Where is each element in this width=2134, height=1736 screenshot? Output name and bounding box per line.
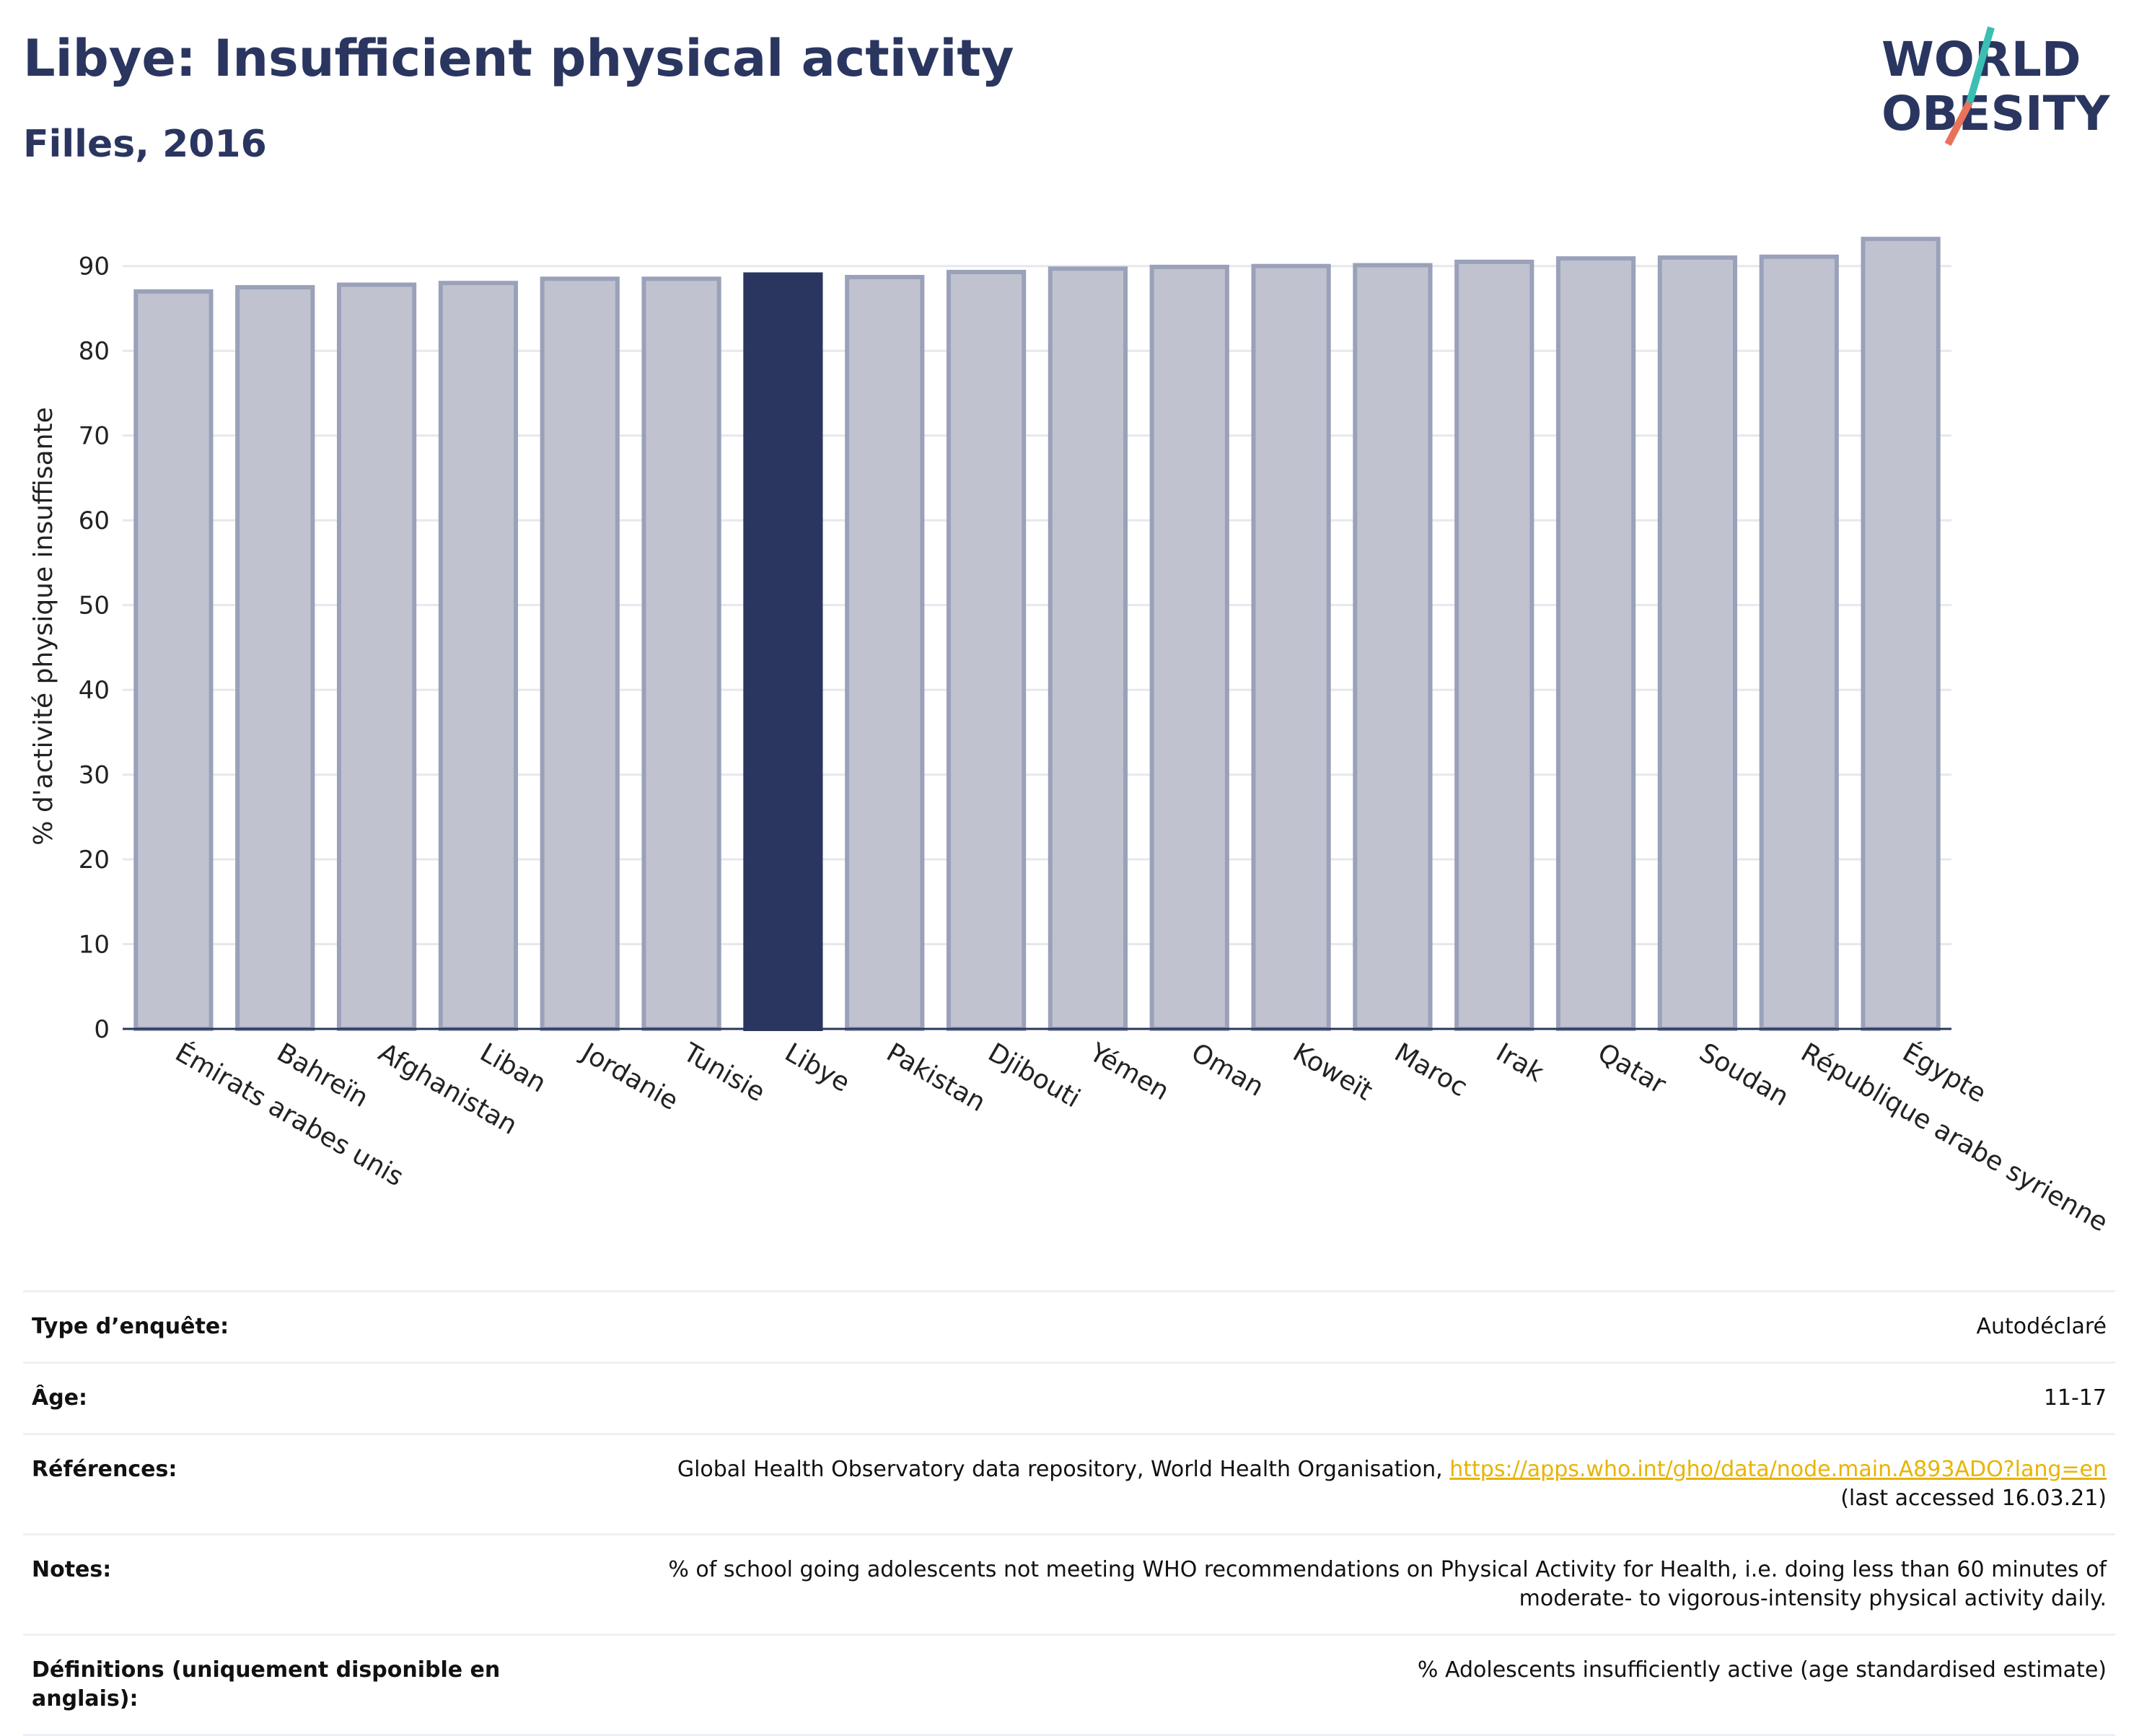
y-tick-label: 20 (79, 846, 110, 874)
bar (438, 281, 519, 1032)
y-tick-label: 30 (79, 761, 110, 790)
x-tick-label: Jordanie (576, 1037, 683, 1116)
y-tick-label: 80 (79, 337, 110, 366)
world-obesity-logo: WORLD OBESITY (1881, 26, 2111, 146)
x-tick-label: Koweït (1288, 1038, 1377, 1106)
info-row-definitions: Définitions (uniquement disponible en an… (23, 1634, 2115, 1736)
bar (1861, 237, 1941, 1031)
bar (1657, 255, 1738, 1031)
x-tick-label: Djibouti (983, 1038, 1085, 1113)
y-tick-label: 50 (79, 592, 110, 621)
notes-label: Notes: (32, 1557, 112, 1582)
info-row-survey: Type d’enquête: Autodéclaré (23, 1290, 2115, 1362)
y-tick-label: 40 (79, 676, 110, 705)
bar (336, 282, 417, 1031)
references-label: Références: (32, 1457, 177, 1482)
x-tick-label: Qatar (1593, 1038, 1671, 1100)
bar (1555, 256, 1636, 1032)
age-label: Âge: (32, 1385, 88, 1411)
x-tick-label: Maroc (1389, 1038, 1472, 1102)
survey-type-label: Type d’enquête: (32, 1314, 229, 1339)
logo-line2: OBESITY (1881, 86, 2111, 141)
x-tick-label: Liban (475, 1038, 550, 1098)
info-table: Type d’enquête: Autodéclaré Âge: 11-17 R… (23, 1290, 2115, 1736)
x-tick-label: Pakistan (882, 1038, 991, 1118)
chart-subtitle: Filles, 2016 (23, 123, 267, 166)
info-row-age: Âge: 11-17 (23, 1362, 2115, 1433)
notes-value: % of school going adolescents not meetin… (668, 1557, 2107, 1611)
y-tick-label: 90 (79, 253, 110, 281)
x-tick-label: Tunisie (677, 1038, 770, 1108)
bars (133, 237, 1941, 1032)
y-axis-ticks: 0 10 20 30 40 50 60 70 80 90 (79, 253, 110, 1044)
bar (1454, 259, 1534, 1031)
bar (641, 276, 721, 1031)
logo-slash-upper (1966, 26, 1995, 104)
chart-title: Libye: Insufficient physical activity (23, 29, 1014, 88)
bar (946, 269, 1027, 1032)
bar (1149, 264, 1229, 1031)
x-tick-label: Libye (780, 1038, 855, 1098)
y-tick-label: 10 (79, 931, 110, 960)
y-tick-label: 70 (79, 422, 110, 451)
age-value: 11-17 (2043, 1385, 2107, 1411)
bar-chart: 0 10 20 30 40 50 60 70 80 90 Émirats arabes unisB… (29, 237, 2113, 1238)
references-value: Global Health Observatory data repositor… (677, 1455, 2107, 1513)
references-text: Global Health Observatory data repositor… (677, 1457, 1443, 1482)
references-link[interactable]: https://apps.who.int/gho/data/node.main.… (1449, 1457, 2107, 1482)
survey-type-value: Autodéclaré (1976, 1314, 2107, 1339)
bar (1759, 254, 1839, 1032)
definitions-label: Définitions (uniquement disponible en an… (32, 1657, 501, 1711)
x-tick-label: Oman (1186, 1038, 1268, 1102)
x-tick-label: Soudan (1694, 1038, 1793, 1112)
logo-slash-lower (1944, 100, 1973, 146)
bar (1048, 266, 1128, 1031)
x-tick-label: Irak (1491, 1038, 1549, 1088)
y-tick-label: 60 (79, 507, 110, 535)
bar (540, 276, 620, 1031)
definitions-value: % Adolescents insufficiently active (age… (1417, 1657, 2107, 1683)
x-tick-label: Yémen (1084, 1038, 1174, 1107)
bar (845, 275, 925, 1031)
info-row-notes: Notes: % of school going adolescents not… (23, 1533, 2115, 1634)
bar (133, 289, 214, 1032)
bar (1251, 263, 1331, 1032)
info-row-references: Références: Global Health Observatory da… (23, 1433, 2115, 1533)
bar (1353, 263, 1433, 1031)
y-tick-label: 0 (94, 1015, 110, 1044)
y-axis-label: % d'activité physique insuffisante (29, 407, 58, 845)
bar (235, 285, 315, 1032)
references-access: (last accessed 16.03.21) (1840, 1486, 2107, 1511)
bar-highlighted (743, 272, 823, 1031)
